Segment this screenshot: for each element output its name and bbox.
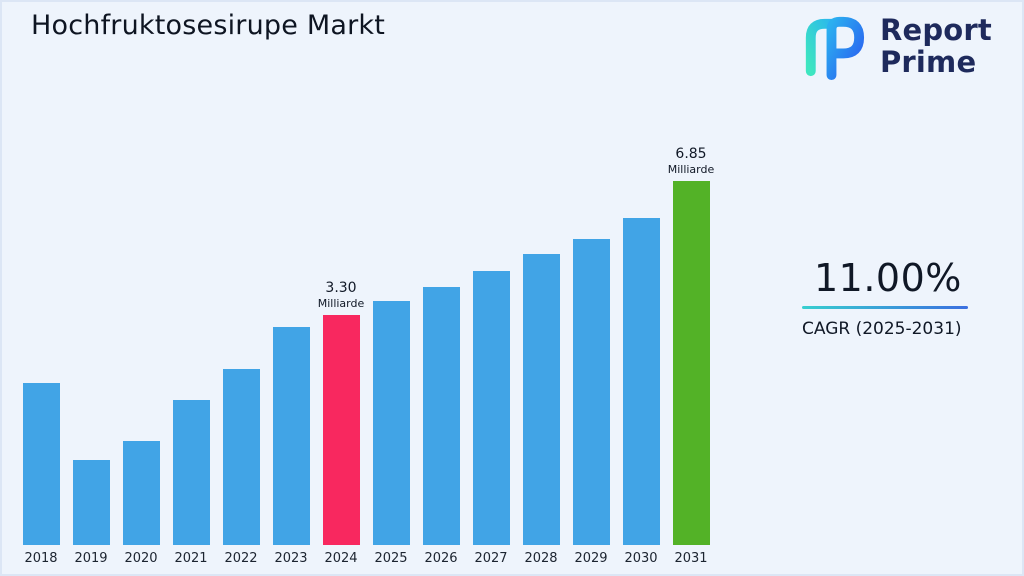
x-axis-label-2026: 2026: [424, 551, 458, 566]
brand-wordmark: Report Prime: [879, 13, 992, 79]
bar-2021: [172, 400, 210, 545]
bar-2027: [472, 271, 510, 545]
brand-name-line2: Prime: [879, 45, 977, 79]
bar-column-2024: 3.30 Milliarde 2024: [316, 280, 366, 566]
bar-value-label-2031: 6.85 Milliarde: [668, 146, 715, 176]
x-axis-label-2023: 2023: [274, 551, 308, 566]
x-axis-label-2029: 2029: [574, 551, 608, 566]
bar-2019: [72, 460, 110, 545]
bar-column-2031: 6.85 Milliarde 2031: [666, 146, 716, 566]
bar-column-2023: 2023: [266, 327, 316, 566]
bar-column-2018: 2018: [16, 383, 66, 566]
report-prime-logo-icon: [805, 16, 865, 81]
bar-value-label-2024: 3.30 Milliarde: [318, 280, 365, 310]
bar-column-2025: 2025: [366, 301, 416, 566]
bar-column-2020: 2020: [116, 441, 166, 566]
bar-unit-text: Milliarde: [317, 297, 365, 310]
bar-2030: [622, 218, 660, 545]
x-axis-label-2022: 2022: [224, 551, 258, 566]
bar-column-2028: 2028: [516, 254, 566, 566]
bar-column-2021: 2021: [166, 400, 216, 566]
bar-2028: [522, 254, 560, 545]
bar-2020: [122, 441, 160, 545]
bar-2031: [672, 181, 710, 545]
bar-unit-text: Milliarde: [667, 163, 715, 176]
x-axis-label-2021: 2021: [174, 551, 208, 566]
bar-2022: [222, 369, 260, 545]
bar-2023: [272, 327, 310, 545]
bar-column-2030: 2030: [616, 218, 666, 566]
x-axis-label-2019: 2019: [74, 551, 108, 566]
bar-column-2027: 2027: [466, 271, 516, 566]
bar-2026: [422, 287, 460, 545]
bar-2018: [22, 383, 60, 545]
brand-name-line1: Report: [879, 13, 992, 48]
cagr-value: 11.00%: [814, 256, 962, 300]
brand-logo: Report Prime: [794, 10, 992, 84]
bar-column-2026: 2026: [416, 287, 466, 566]
bar-column-2022: 2022: [216, 369, 266, 566]
x-axis-label-2018: 2018: [24, 551, 58, 566]
bar-2029: [572, 239, 610, 545]
page-title: Hochfruktosesirupe Markt: [31, 10, 385, 41]
x-axis-label-2028: 2028: [524, 551, 558, 566]
bar-column-2019: 2019: [66, 460, 116, 566]
x-axis-label-2025: 2025: [374, 551, 408, 566]
x-axis-label-2030: 2030: [624, 551, 658, 566]
bar-2025: [372, 301, 410, 545]
x-axis-label-2020: 2020: [124, 551, 158, 566]
bar-value-text: 6.85: [675, 146, 707, 162]
cagr-panel: 11.00% CAGR (2025-2031): [802, 256, 978, 339]
bar-2024: [322, 315, 360, 545]
bar-column-2029: 2029: [566, 239, 616, 566]
x-axis-label-2024: 2024: [324, 551, 358, 566]
cagr-label: CAGR (2025-2031): [802, 319, 962, 339]
bar-chart: 2018 2019 2020 2021 2022 2023 3.30 Milliarde 202…: [16, 146, 716, 566]
bar-value-text: 3.30: [325, 280, 357, 296]
x-axis-label-2027: 2027: [474, 551, 508, 566]
x-axis-label-2031: 2031: [674, 551, 708, 566]
cagr-underline: [802, 306, 968, 309]
